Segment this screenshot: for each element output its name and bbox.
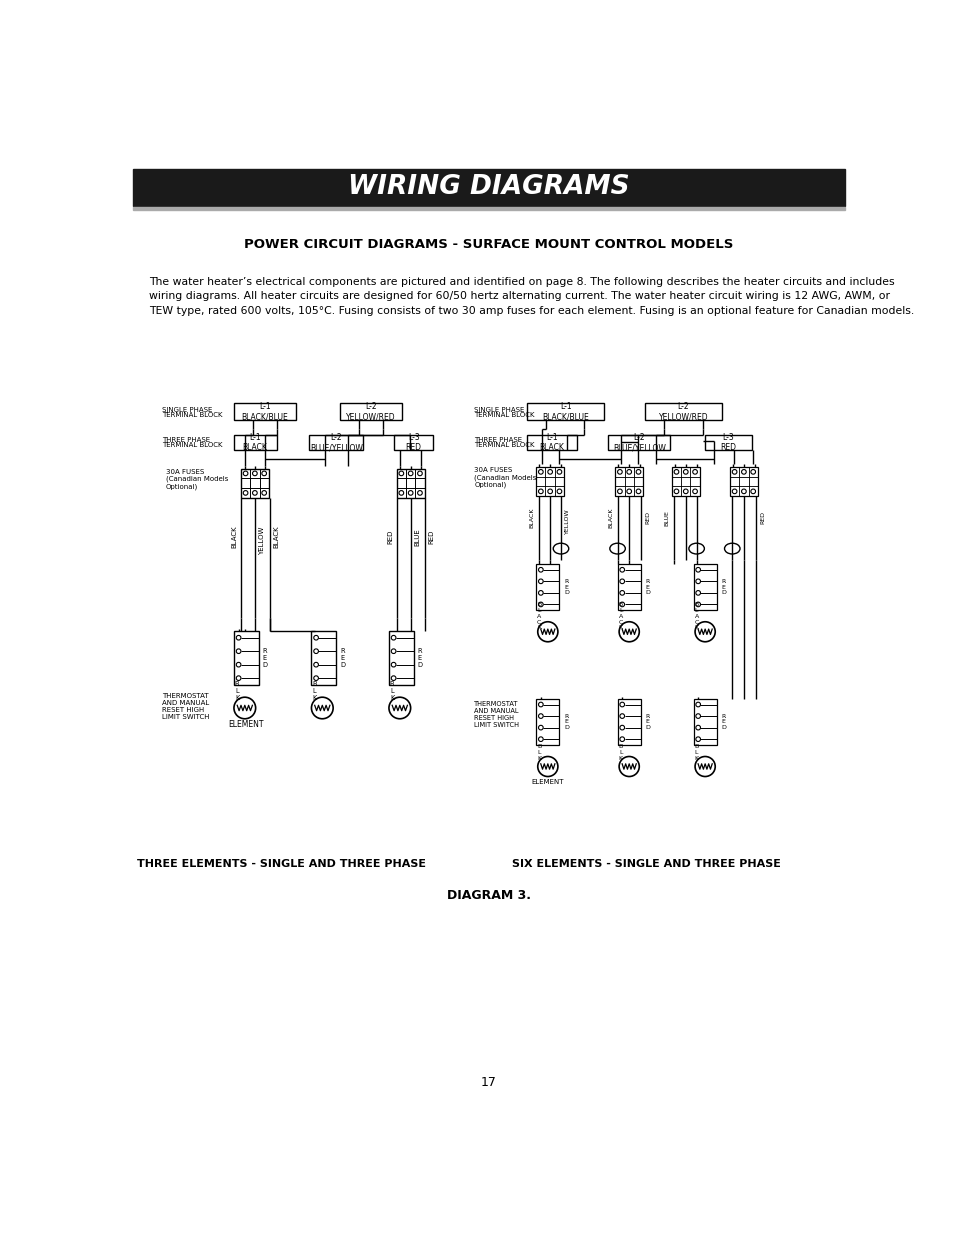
Text: L-1
BLACK/BLUE: L-1 BLACK/BLUE [541, 401, 588, 421]
Bar [133, 207, 843, 210]
Text: THREE PHASE: THREE PHASE [162, 437, 210, 443]
Text: L-3
RED: L-3 RED [405, 432, 421, 452]
Text: B
L
K: B L K [618, 745, 622, 761]
Bar [526, 435, 577, 450]
Text: B
L
K: B L K [537, 745, 541, 761]
Bar [311, 631, 335, 685]
Bar [693, 564, 716, 610]
Text: TERMINAL BLOCK: TERMINAL BLOCK [474, 412, 534, 419]
Text: R
E
D: R E D [417, 648, 422, 668]
Text: B
L
K: B L K [694, 745, 698, 761]
Text: DIAGRAM 3.: DIAGRAM 3. [446, 889, 531, 902]
Text: B
L
K: B L K [234, 680, 239, 701]
Text: THREE PHASE: THREE PHASE [474, 437, 522, 443]
Bar [704, 435, 751, 450]
Text: L-3
RED: L-3 RED [720, 432, 736, 452]
Text: BLACK: BLACK [231, 526, 236, 548]
Text: BLACK: BLACK [529, 508, 534, 529]
Text: L-2
BLUE/YELLOW: L-2 BLUE/YELLOW [310, 432, 362, 452]
Text: POWER CIRCUIT DIAGRAMS - SURFACE MOUNT CONTROL MODELS: POWER CIRCUIT DIAGRAMS - SURFACE MOUNT C… [244, 238, 733, 251]
Text: L-2
YELLOW/RED: L-2 YELLOW/RED [658, 401, 707, 421]
Text: L-2
BLUE/YELLOW: L-2 BLUE/YELLOW [612, 432, 665, 452]
Text: RED: RED [387, 530, 393, 545]
Bar [671, 467, 699, 496]
Text: B
L
A
C
K: B L A C K [618, 603, 622, 630]
Text: SINGLE PHASE: SINGLE PHASE [162, 408, 212, 412]
Text: THERMOSTAT
AND MANUAL
RESET HIGH
LIMIT SWITCH: THERMOSTAT AND MANUAL RESET HIGH LIMIT S… [162, 693, 209, 720]
Bar [309, 435, 363, 450]
Bar [608, 435, 670, 450]
Text: R
E
D: R E D [720, 579, 725, 595]
Text: ELEMENT: ELEMENT [229, 720, 264, 730]
Text: R
E
D: R E D [645, 579, 650, 595]
Bar [396, 468, 424, 498]
Bar [617, 564, 640, 610]
Text: 30A FUSES
(Canadian Models
Optional): 30A FUSES (Canadian Models Optional) [474, 467, 536, 488]
Bar [340, 403, 402, 420]
Bar [644, 403, 721, 420]
Bar [233, 631, 258, 685]
Text: L-1
BLACK: L-1 BLACK [538, 432, 563, 452]
Text: R
E
D: R E D [720, 714, 725, 730]
Text: BLACK: BLACK [607, 508, 613, 529]
Text: BLACK: BLACK [274, 526, 279, 548]
Bar [394, 435, 433, 450]
Text: WIRING DIAGRAMS: WIRING DIAGRAMS [348, 174, 629, 200]
Text: R
E
D: R E D [645, 714, 650, 730]
Text: YELLOW: YELLOW [258, 526, 265, 555]
Text: THREE ELEMENTS - SINGLE AND THREE PHASE: THREE ELEMENTS - SINGLE AND THREE PHASE [137, 860, 426, 869]
Text: R
E
D: R E D [563, 579, 568, 595]
Text: R
E
D: R E D [262, 648, 268, 668]
Bar [389, 631, 414, 685]
Text: TERMINAL BLOCK: TERMINAL BLOCK [474, 442, 534, 448]
Bar [693, 699, 716, 745]
Bar [133, 169, 843, 206]
Text: THERMOSTAT
AND MANUAL
RESET HIGH
LIMIT SWITCH: THERMOSTAT AND MANUAL RESET HIGH LIMIT S… [474, 700, 518, 727]
Text: 30A FUSES
(Canadian Models
Optional): 30A FUSES (Canadian Models Optional) [166, 469, 228, 490]
Bar [536, 699, 558, 745]
Text: SIX ELEMENTS - SINGLE AND THREE PHASE: SIX ELEMENTS - SINGLE AND THREE PHASE [511, 860, 780, 869]
Text: B
L
K: B L K [312, 680, 316, 701]
Text: 17: 17 [480, 1076, 497, 1089]
Text: The water heater’s electrical components are pictured and identified on page 8. : The water heater’s electrical components… [149, 277, 913, 316]
Text: BLUE: BLUE [664, 510, 669, 526]
Text: TERMINAL BLOCK: TERMINAL BLOCK [162, 442, 222, 448]
Text: SINGLE PHASE: SINGLE PHASE [474, 408, 524, 412]
Text: L-2
YELLOW/RED: L-2 YELLOW/RED [346, 401, 395, 421]
Bar [617, 699, 640, 745]
Text: L-1
BLACK: L-1 BLACK [242, 432, 267, 452]
Text: L-1
BLACK/BLUE: L-1 BLACK/BLUE [241, 401, 288, 421]
Text: B
L
A
C
K: B L A C K [537, 603, 541, 630]
Text: YELLOW: YELLOW [565, 509, 570, 535]
Text: R
E
D: R E D [563, 714, 568, 730]
Text: R
E
D: R E D [340, 648, 345, 668]
Bar [241, 468, 269, 498]
Text: B
L
K: B L K [390, 680, 394, 701]
Text: RED: RED [428, 530, 435, 545]
Text: TERMINAL BLOCK: TERMINAL BLOCK [162, 412, 222, 419]
Bar [233, 403, 295, 420]
Text: RED: RED [760, 511, 764, 525]
Bar [729, 467, 757, 496]
Bar [536, 564, 558, 610]
Bar [536, 467, 563, 496]
Text: ELEMENT: ELEMENT [531, 779, 563, 785]
Text: RED: RED [644, 511, 650, 525]
Text: BLUE: BLUE [415, 529, 420, 546]
Text: B
L
A
C
K: B L A C K [694, 603, 699, 630]
Bar [526, 403, 604, 420]
Bar [233, 435, 276, 450]
Bar [615, 467, 642, 496]
